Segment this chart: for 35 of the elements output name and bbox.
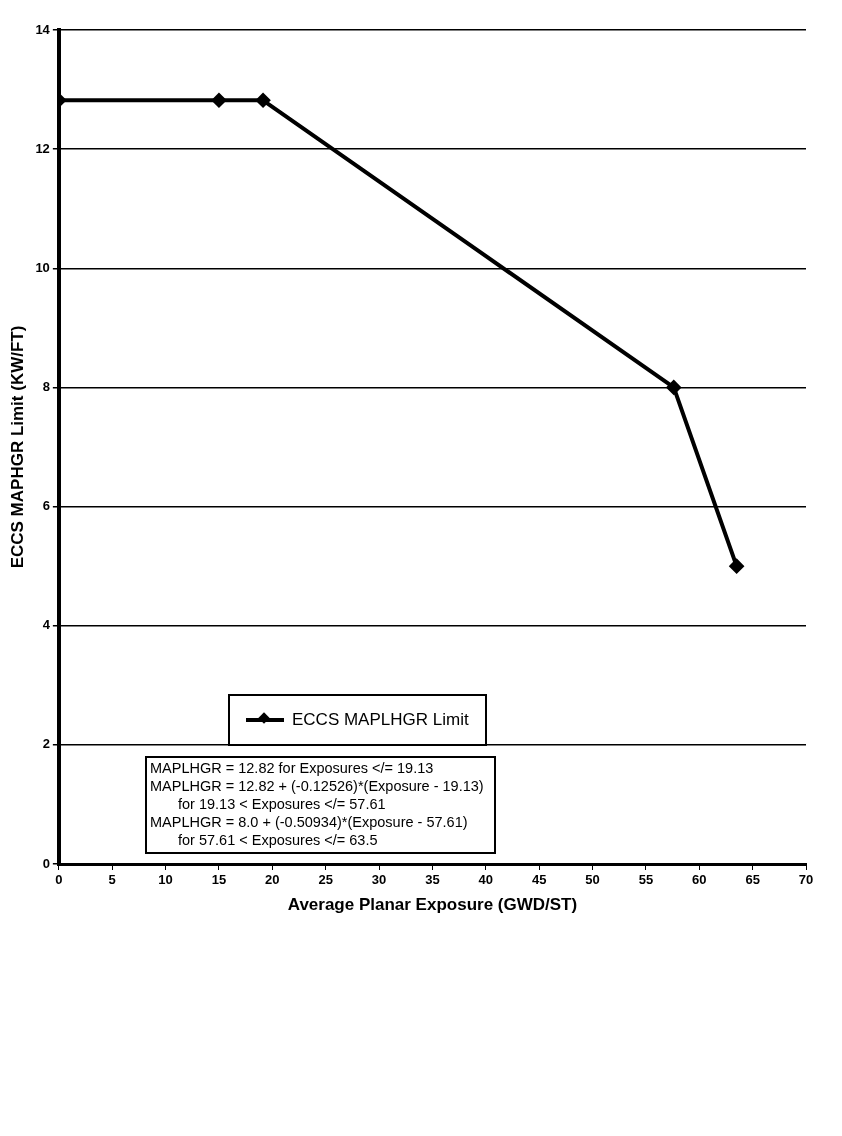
point (256, 93, 271, 108)
annotation: MAPLHGR = 12.82 + (-0.12526)*(Exposure - 19.13) (150, 777, 484, 795)
x-tick-label: 30 (371, 872, 387, 888)
y-tick-label: 6 (42, 498, 50, 514)
x-tick-label: 25 (318, 872, 333, 888)
annotation: for 19.13 < Exposures </= 57.61 (177, 795, 387, 813)
y-tick-label: 12 (35, 140, 50, 156)
x-tick-label: 55 (638, 872, 654, 888)
x-tick-label: 0 (55, 872, 63, 888)
x-tick-label: 5 (108, 872, 116, 888)
y-tick-label: 10 (35, 259, 50, 275)
annotation: MAPLHGR = 12.82 for Exposures </= 19.13 (150, 759, 435, 777)
x-tick-label: 60 (692, 872, 707, 888)
point (211, 93, 226, 108)
y-tick-label: 2 (42, 736, 50, 752)
x-tick-label: 50 (585, 872, 600, 888)
x-tick-label: 15 (211, 872, 227, 888)
x-tick-label: 35 (425, 872, 440, 888)
x-tick-label: 20 (265, 872, 280, 888)
x-tick-label: 45 (531, 872, 547, 888)
y-tick-label: 4 (42, 617, 51, 633)
y-axis-title: ECCS MAPHGR Limit (KW/FT) (7, 325, 27, 569)
x-tick-label: 70 (798, 872, 814, 888)
y-tick-label: 8 (42, 379, 50, 395)
legend-label: ECCS MAPLHGR Limit (292, 710, 469, 730)
x-tick-label: 65 (745, 872, 760, 888)
point (729, 559, 744, 574)
y-tick-label: 14 (35, 21, 51, 37)
annotation: MAPLHGR = 8.0 + (-0.50934)*(Exposure - 57.61) (150, 813, 469, 831)
y-tick-label: 0 (42, 855, 50, 871)
annotation: for 57.61 < Exposures </= 63.5 (177, 831, 379, 849)
x-axis-title: Average Planar Exposure (GWD/ST) (287, 895, 578, 915)
x-tick-label: 10 (158, 872, 173, 888)
x-tick-label: 40 (478, 872, 494, 888)
point (666, 380, 681, 395)
